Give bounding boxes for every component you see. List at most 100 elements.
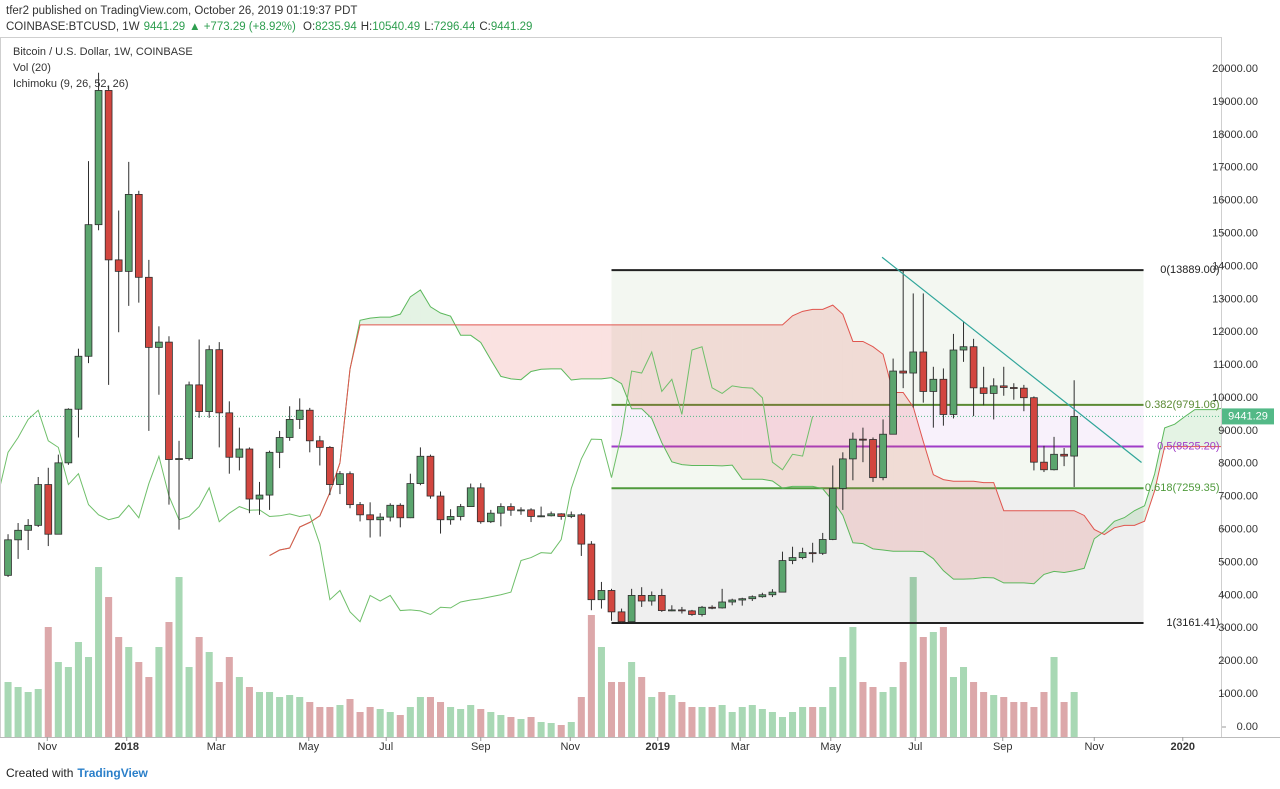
- candle-body: [94, 90, 103, 226]
- volume-bar: [1060, 702, 1068, 737]
- candle-body: [688, 610, 696, 615]
- y-tick-label: 4000.00: [1218, 589, 1258, 601]
- volume-bar: [618, 682, 626, 737]
- candle-body: [1060, 453, 1068, 457]
- x-tick-label: 2020: [1171, 741, 1195, 753]
- candle-body: [305, 409, 314, 442]
- candle-body: [798, 552, 807, 558]
- candle-body: [275, 437, 284, 453]
- volume-bar: [517, 719, 525, 737]
- fib-label: 0.5(8525.20): [1157, 440, 1219, 452]
- candle-body: [396, 504, 405, 519]
- ichimoku-cloud: [702, 324, 713, 466]
- y-tick-label: 7000.00: [1218, 491, 1258, 503]
- y-tick-label: 5000.00: [1218, 556, 1258, 568]
- ichimoku-cloud: [1134, 505, 1145, 526]
- candle-body: [476, 487, 485, 523]
- ichimoku-cloud: [903, 392, 914, 552]
- ichimoku-span-b: [269, 304, 1222, 557]
- fib-label: 0(13889.00): [1160, 264, 1219, 276]
- volume-bar: [54, 662, 62, 737]
- y-tick-label: 11000.00: [1213, 359, 1258, 371]
- ichimoku-cloud: [1023, 510, 1034, 584]
- candle-body: [939, 378, 948, 415]
- footer: Created with TradingView: [6, 766, 148, 780]
- y-tick-label: 15000.00: [1212, 227, 1258, 239]
- ichimoku-cloud: [631, 324, 642, 409]
- volume-bar: [567, 722, 575, 737]
- change: ▲ +773.29 (+8.92%): [189, 21, 296, 33]
- volume-bar: [286, 695, 294, 737]
- volume-bar: [245, 687, 253, 737]
- x-tick-label: 2019: [646, 741, 670, 753]
- candle-body: [24, 524, 32, 531]
- candle-body: [758, 594, 767, 598]
- candle-body: [14, 529, 22, 541]
- ichimoku-cloud: [873, 346, 884, 551]
- candle-body: [285, 419, 294, 438]
- volume-bar: [437, 702, 445, 737]
- volume-bar: [809, 707, 817, 737]
- volume-bar: [14, 687, 22, 737]
- ichimoku-cloud: [531, 324, 542, 372]
- candle-body: [818, 539, 827, 554]
- footer-text: Created with: [6, 766, 74, 780]
- ichimoku-cloud: [410, 289, 421, 325]
- volume-bar: [1010, 702, 1018, 737]
- volume-bar: [44, 627, 52, 737]
- volume-bar: [668, 695, 676, 737]
- volume-bar: [879, 692, 887, 737]
- ichimoku-cloud: [681, 324, 692, 466]
- volume-bar: [527, 717, 535, 737]
- y-tick-label: 3000.00: [1218, 622, 1258, 634]
- volume-bar: [255, 692, 264, 737]
- volume-bar: [396, 715, 404, 737]
- volume-bar: [718, 705, 726, 737]
- volume-bar: [497, 715, 505, 737]
- volume-bar: [276, 697, 284, 737]
- volume-bar: [708, 707, 716, 737]
- volume-bar: [748, 705, 756, 737]
- ichimoku-cloud: [571, 324, 582, 381]
- candle-body: [84, 224, 93, 357]
- volume-bar: [859, 682, 867, 737]
- volume-bar: [799, 707, 807, 737]
- x-tick-label: May: [298, 741, 319, 753]
- volume-bar: [889, 687, 897, 737]
- volume-bar: [205, 652, 213, 737]
- ichimoku-cloud: [802, 309, 813, 487]
- x-tick-label: Sep: [993, 741, 1013, 753]
- brand[interactable]: TradingView: [77, 766, 148, 780]
- ichimoku-cloud: [762, 324, 773, 482]
- y-tick-label: 9000.00: [1218, 425, 1258, 437]
- candle-body: [34, 484, 43, 526]
- ichimoku-cloud: [460, 324, 471, 336]
- volume-bar: [648, 697, 656, 737]
- ichimoku-cloud: [742, 324, 753, 480]
- volume-bar: [296, 697, 304, 737]
- ichimoku-cloud: [440, 312, 451, 325]
- volume-bar: [306, 702, 314, 737]
- ichimoku-cloud: [1275, 404, 1280, 447]
- volume-bar: [467, 705, 475, 737]
- ichimoku-cloud: [400, 296, 411, 325]
- candle-body: [346, 473, 354, 506]
- candle-body: [1050, 453, 1058, 471]
- y-tick-label: 18000.00: [1212, 129, 1258, 141]
- volume-bar: [980, 692, 988, 737]
- ichimoku-cloud: [1114, 517, 1125, 528]
- candle-body: [326, 446, 334, 485]
- candle-body: [215, 349, 224, 414]
- ichimoku-cloud: [973, 481, 984, 579]
- volume-bar: [115, 637, 123, 737]
- candle-body: [597, 590, 606, 601]
- volume-bar: [64, 667, 72, 737]
- ichimoku-cloud: [1013, 510, 1024, 583]
- ichimoku-cloud: [1214, 408, 1222, 447]
- candle-body: [828, 488, 837, 540]
- byline: tfer2 published on TradingView.com, Octo…: [6, 5, 358, 17]
- chart-title: Bitcoin / U.S. Dollar, 1W, COINBASE: [13, 46, 193, 58]
- volume-bar: [1030, 707, 1038, 737]
